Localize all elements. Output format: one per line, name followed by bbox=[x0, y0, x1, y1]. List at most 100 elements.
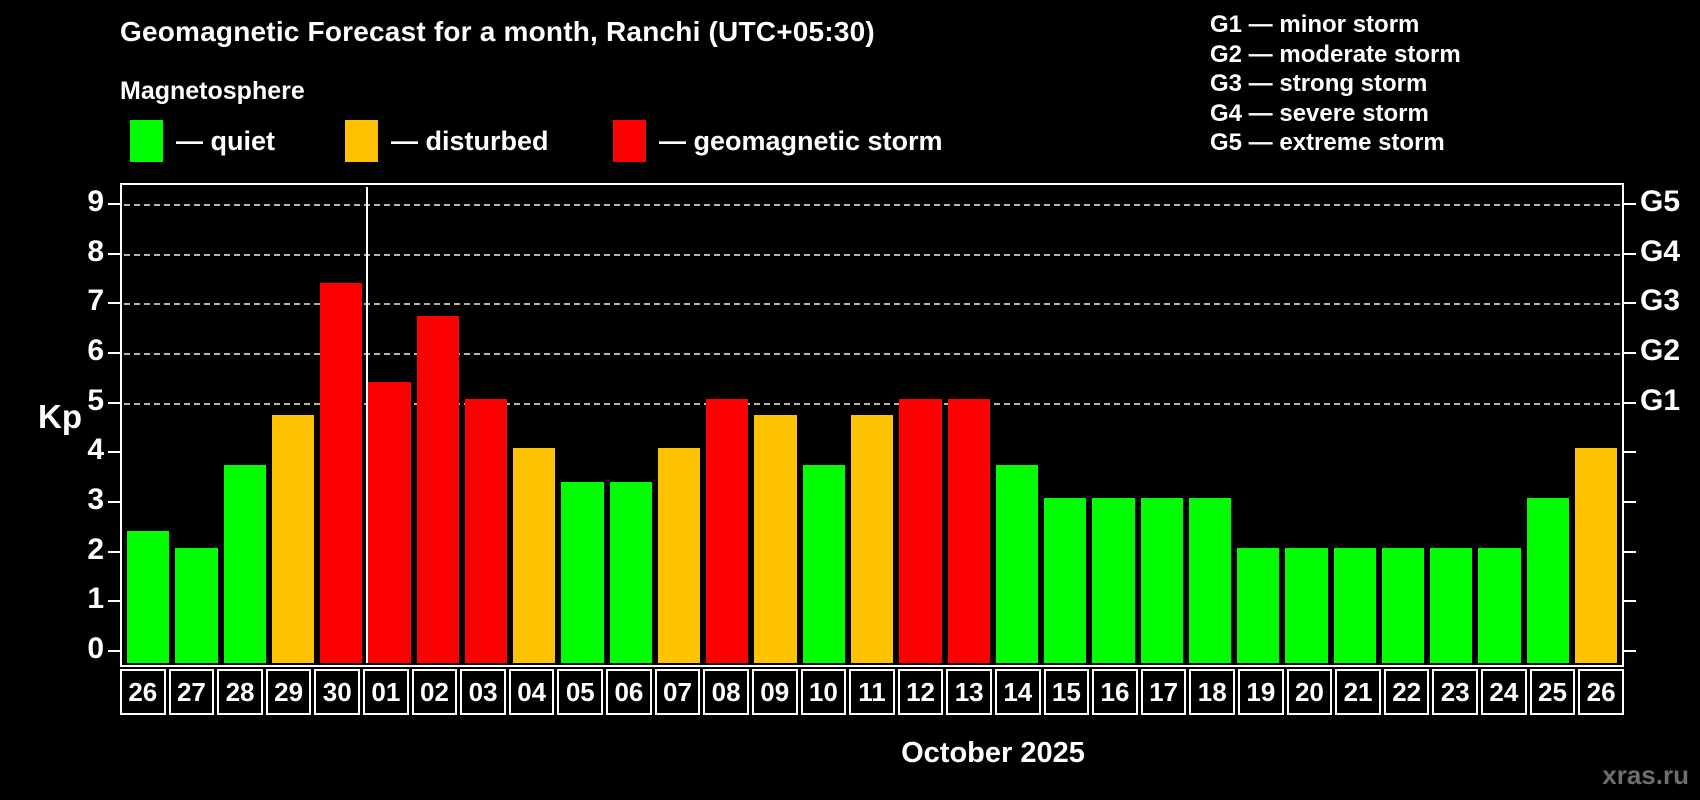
date-cell-11: 11 bbox=[849, 669, 895, 715]
date-cell-19: 19 bbox=[1238, 669, 1284, 715]
kp-bar-21 bbox=[1333, 548, 1376, 663]
x-axis-date-row: 26 27 28 29 30 01 02 03 04 05 06 07 08 09 10 11 12 13 14 15… bbox=[120, 669, 1624, 715]
date-cell-28: 28 bbox=[217, 669, 263, 715]
date-cell-15: 15 bbox=[1043, 669, 1090, 715]
kp-bar-30 bbox=[320, 283, 363, 663]
g-axis-label-G5: G5 bbox=[1640, 185, 1681, 218]
y-axis-label-3: 3 bbox=[87, 483, 104, 516]
date-cell-26: 26 bbox=[120, 669, 166, 715]
kp-bar-16 bbox=[1092, 498, 1135, 663]
date-cell-25: 25 bbox=[1529, 669, 1576, 715]
kp-bar-03 bbox=[464, 399, 508, 663]
right-tick-kp6 bbox=[1624, 351, 1636, 354]
left-tick-kp5 bbox=[108, 401, 120, 404]
kp-bar-25 bbox=[1526, 498, 1569, 663]
kp-bar-01 bbox=[368, 382, 411, 663]
right-tick-kp1 bbox=[1624, 600, 1636, 603]
date-cell-22: 22 bbox=[1383, 669, 1430, 715]
date-cell-12: 12 bbox=[897, 669, 944, 715]
gridline-kp5 bbox=[124, 403, 1620, 405]
gridline-kp8 bbox=[124, 254, 1620, 256]
left-tick-kp1 bbox=[108, 600, 120, 603]
kp-bar-13 bbox=[947, 399, 990, 663]
legend-label-quiet: — quiet bbox=[176, 125, 275, 156]
legend-label-storm: — geomagnetic storm bbox=[659, 125, 943, 156]
kp-bar-23 bbox=[1430, 548, 1473, 663]
month-divider-line bbox=[366, 187, 368, 663]
right-tick-kp9 bbox=[1624, 202, 1636, 205]
date-cell-02: 02 bbox=[411, 669, 458, 715]
left-tick-kp4 bbox=[108, 451, 120, 454]
kp-bar-08 bbox=[706, 399, 749, 663]
date-cell-16: 16 bbox=[1092, 669, 1138, 715]
g-legend-line: G5 — extreme storm bbox=[1210, 129, 1445, 156]
kp-bar-28 bbox=[223, 465, 266, 663]
left-tick-kp2 bbox=[108, 550, 120, 553]
date-cell-04: 04 bbox=[508, 669, 555, 715]
kp-bar-05 bbox=[561, 482, 604, 663]
disturbed-swatch bbox=[345, 120, 378, 162]
right-tick-kp3 bbox=[1624, 500, 1636, 503]
watermark: xras.ru bbox=[1602, 760, 1689, 790]
legend-label-disturbed: — disturbed bbox=[391, 125, 549, 156]
legend-item-disturbed: — disturbed bbox=[345, 119, 549, 163]
kp-bar-24 bbox=[1478, 548, 1521, 663]
right-tick-kp4 bbox=[1624, 451, 1636, 454]
date-cell-08: 08 bbox=[703, 669, 749, 715]
date-cell-01: 01 bbox=[363, 669, 409, 715]
y-axis-label-2: 2 bbox=[87, 533, 104, 566]
gridline-kp9 bbox=[124, 204, 1620, 206]
right-tick-kp7 bbox=[1624, 302, 1636, 305]
date-cell-03: 03 bbox=[460, 669, 506, 715]
kp-bar-12 bbox=[899, 399, 942, 663]
left-tick-kp3 bbox=[108, 500, 120, 503]
y-axis-label-8: 8 bbox=[87, 235, 104, 268]
kp-bar-29 bbox=[271, 415, 315, 663]
gridline-kp6 bbox=[124, 353, 1620, 355]
bars-layer bbox=[124, 187, 1620, 663]
kp-bar-04 bbox=[513, 448, 556, 663]
g-axis-label-G1: G1 bbox=[1640, 384, 1681, 417]
kp-bar-10 bbox=[802, 465, 845, 663]
kp-bar-26 bbox=[127, 531, 170, 663]
storm-swatch bbox=[613, 120, 646, 162]
left-tick-kp8 bbox=[108, 252, 120, 255]
date-cell-17: 17 bbox=[1140, 669, 1187, 715]
kp-bar-22 bbox=[1381, 548, 1425, 663]
left-tick-kp9 bbox=[108, 202, 120, 205]
date-cell-20: 20 bbox=[1286, 669, 1333, 715]
g-legend-line: G3 — strong storm bbox=[1210, 70, 1428, 97]
y-axis-title: Kp bbox=[38, 398, 82, 435]
kp-bar-17 bbox=[1140, 498, 1183, 663]
date-cell-24: 24 bbox=[1481, 669, 1527, 715]
right-tick-kp5 bbox=[1624, 401, 1636, 404]
kp-bar-09 bbox=[754, 415, 797, 663]
right-g-axis: G1 G2 G3 G4 G5 bbox=[1640, 183, 1700, 667]
date-cell-30: 30 bbox=[314, 669, 361, 715]
kp-bar-07 bbox=[657, 448, 701, 663]
date-cell-05: 05 bbox=[557, 669, 604, 715]
g-axis-label-G2: G2 bbox=[1640, 334, 1681, 367]
right-tick-kp0 bbox=[1624, 650, 1636, 652]
date-cell-26: 26 bbox=[1578, 669, 1624, 715]
x-axis-title: October 2025 bbox=[901, 737, 1085, 769]
date-cell-18: 18 bbox=[1189, 669, 1236, 715]
left-tick-kp0 bbox=[108, 650, 120, 652]
kp-bar-06 bbox=[609, 482, 652, 663]
grid-layer bbox=[124, 187, 1620, 663]
quiet-swatch bbox=[130, 120, 163, 162]
date-cell-27: 27 bbox=[168, 669, 215, 715]
date-cell-14: 14 bbox=[994, 669, 1041, 715]
kp-bar-14 bbox=[995, 465, 1039, 663]
kp-bar-19 bbox=[1237, 548, 1280, 663]
y-axis-label-4: 4 bbox=[87, 433, 104, 466]
g-legend-line: G1 — minor storm bbox=[1210, 11, 1420, 38]
y-axis-label-6: 6 bbox=[87, 334, 104, 367]
y-axis-label-1: 1 bbox=[87, 582, 104, 615]
kp-bar-11 bbox=[850, 415, 894, 663]
g-legend-line: G2 — moderate storm bbox=[1210, 40, 1461, 68]
y-axis-label-5: 5 bbox=[87, 384, 104, 417]
legend-item-storm: — geomagnetic storm bbox=[613, 119, 943, 163]
plot-area bbox=[108, 183, 1636, 667]
date-cell-06: 06 bbox=[606, 669, 652, 715]
